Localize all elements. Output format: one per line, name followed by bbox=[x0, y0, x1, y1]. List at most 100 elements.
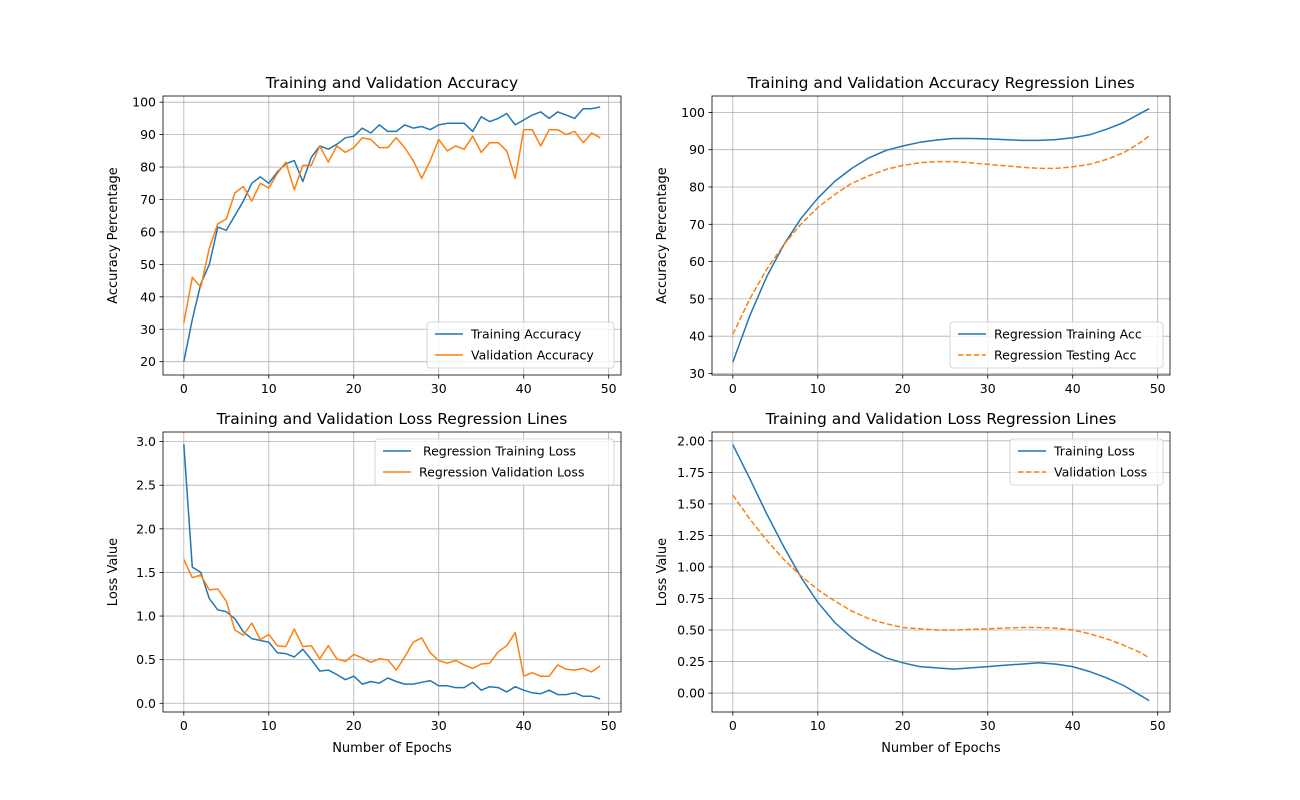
y-tick-label: 0.0 bbox=[136, 696, 156, 711]
y-tick-label: 70 bbox=[689, 217, 705, 232]
series-line-2 bbox=[732, 135, 1150, 335]
y-tick-label: 1.00 bbox=[677, 559, 705, 574]
subplot-1: 0 10 20 30 40 50 20 30 40 50 60 70 80 90 100 Training a… bbox=[106, 74, 622, 396]
axes-frame bbox=[711, 431, 1171, 713]
x-tick-label: 30 bbox=[980, 381, 996, 396]
y-tick-label: 0.00 bbox=[677, 686, 705, 701]
x-tick-label: 40 bbox=[516, 718, 532, 733]
legend-box bbox=[426, 321, 615, 369]
x-tick-label: 20 bbox=[895, 718, 911, 733]
subplot-2: 0 10 20 30 40 50 30 40 50 60 70 80 90 100 Training and… bbox=[655, 74, 1171, 396]
series-line-1 bbox=[183, 106, 601, 362]
y-axis-label: Loss Value bbox=[106, 538, 121, 606]
subplot-4: 0 10 20 30 40 50 0.00 0.25 0.50 0.75 1.00 1.25 1.50 1… bbox=[655, 410, 1171, 756]
series-line-1 bbox=[732, 108, 1150, 363]
legend-label: Validation Accuracy bbox=[471, 348, 594, 363]
y-tick-label: 80 bbox=[689, 180, 705, 195]
y-tick-label: 20 bbox=[140, 354, 156, 369]
x-tick-label: 0 bbox=[180, 381, 188, 396]
x-tick-label: 30 bbox=[431, 718, 447, 733]
y-tick-label: 40 bbox=[689, 329, 705, 344]
y-tick-label: 90 bbox=[689, 142, 705, 157]
x-tick-label: 0 bbox=[729, 718, 737, 733]
series-line-1 bbox=[183, 444, 601, 700]
x-tick-label: 40 bbox=[1065, 718, 1081, 733]
y-axis-label: Accuracy Percentage bbox=[106, 167, 121, 304]
chart-title: Training and Validation Accuracy bbox=[265, 74, 518, 92]
y-tick-label: 1.25 bbox=[677, 528, 705, 543]
y-tick-label: 30 bbox=[689, 366, 705, 381]
y-axis-label: Loss Value bbox=[655, 538, 670, 606]
chart-title: Training and Validation Loss Regression … bbox=[216, 410, 568, 428]
x-axis-label: Number of Epochs bbox=[881, 741, 1001, 756]
x-tick-label: 20 bbox=[346, 381, 362, 396]
chart-title: Training and Validation Loss Regression … bbox=[765, 410, 1117, 428]
x-tick-label: 0 bbox=[180, 718, 188, 733]
axes-frame bbox=[162, 431, 622, 713]
series-line-2 bbox=[183, 128, 601, 323]
series-line-2 bbox=[183, 559, 601, 677]
x-tick-label: 30 bbox=[431, 381, 447, 396]
y-tick-label: 60 bbox=[140, 224, 156, 239]
y-tick-label: 100 bbox=[681, 105, 705, 120]
y-tick-label: 50 bbox=[140, 257, 156, 272]
y-tick-label: 70 bbox=[140, 192, 156, 207]
y-tick-label: 2.0 bbox=[136, 521, 156, 536]
y-tick-label: 0.25 bbox=[677, 654, 705, 669]
y-tick-label: 2.00 bbox=[677, 433, 705, 448]
legend-label: Regression Testing Acc bbox=[994, 348, 1136, 363]
x-tick-label: 10 bbox=[810, 718, 826, 733]
y-tick-label: 3.0 bbox=[136, 434, 156, 449]
x-tick-label: 20 bbox=[346, 718, 362, 733]
y-tick-label: 0.5 bbox=[136, 652, 156, 667]
legend-label: Training Loss bbox=[1053, 444, 1135, 459]
x-tick-label: 30 bbox=[980, 718, 996, 733]
x-axis-label: Number of Epochs bbox=[332, 741, 452, 756]
legend-label: Regression Training Loss bbox=[419, 444, 576, 459]
y-tick-label: 1.50 bbox=[677, 496, 705, 511]
subplot-3: 0 10 20 30 40 50 0.0 0.5 1.0 1.5 2.0 2.5 3.0 Training… bbox=[106, 410, 622, 756]
x-tick-label: 10 bbox=[261, 381, 277, 396]
y-tick-label: 50 bbox=[689, 291, 705, 306]
y-tick-label: 0.50 bbox=[677, 623, 705, 638]
x-tick-label: 50 bbox=[601, 381, 617, 396]
y-tick-label: 80 bbox=[140, 160, 156, 175]
axes-frame bbox=[162, 95, 622, 376]
chart-title: Training and Validation Accuracy Regress… bbox=[746, 74, 1134, 92]
legend-box bbox=[949, 321, 1164, 369]
legend-label: Training Accuracy bbox=[470, 327, 582, 342]
x-tick-label: 0 bbox=[729, 381, 737, 396]
y-tick-label: 1.0 bbox=[136, 609, 156, 624]
series-line-1 bbox=[732, 444, 1150, 702]
legend-label: Validation Loss bbox=[1054, 465, 1147, 480]
x-tick-label: 40 bbox=[516, 381, 532, 396]
axes-frame bbox=[711, 95, 1171, 376]
y-tick-label: 40 bbox=[140, 289, 156, 304]
y-tick-label: 90 bbox=[140, 127, 156, 142]
x-tick-label: 40 bbox=[1065, 381, 1081, 396]
y-tick-label: 60 bbox=[689, 254, 705, 269]
series-line-2 bbox=[732, 494, 1150, 659]
legend: Training Accuracy Validation Accuracy bbox=[426, 321, 615, 369]
x-tick-label: 10 bbox=[261, 718, 277, 733]
x-tick-label: 50 bbox=[1150, 381, 1166, 396]
legend: Regression Training Loss Regression Valid… bbox=[374, 438, 615, 486]
x-tick-label: 20 bbox=[895, 381, 911, 396]
legend: Regression Training Acc Regression Testin… bbox=[949, 321, 1164, 369]
x-tick-label: 50 bbox=[601, 718, 617, 733]
legend-label: Regression Training Acc bbox=[994, 327, 1142, 342]
x-tick-label: 50 bbox=[1150, 718, 1166, 733]
x-tick-label: 10 bbox=[810, 381, 826, 396]
y-tick-label: 30 bbox=[140, 322, 156, 337]
y-tick-label: 1.75 bbox=[677, 465, 705, 480]
legend-label: Regression Validation Loss bbox=[419, 465, 584, 480]
y-tick-label: 2.5 bbox=[136, 478, 156, 493]
legend-box bbox=[374, 438, 615, 486]
y-tick-label: 1.5 bbox=[136, 565, 156, 580]
y-tick-label: 100 bbox=[132, 95, 156, 110]
y-axis-label: Accuracy Percentage bbox=[655, 167, 670, 304]
legend: Training Loss Validation Loss bbox=[1009, 438, 1164, 486]
y-tick-label: 0.75 bbox=[677, 591, 705, 606]
